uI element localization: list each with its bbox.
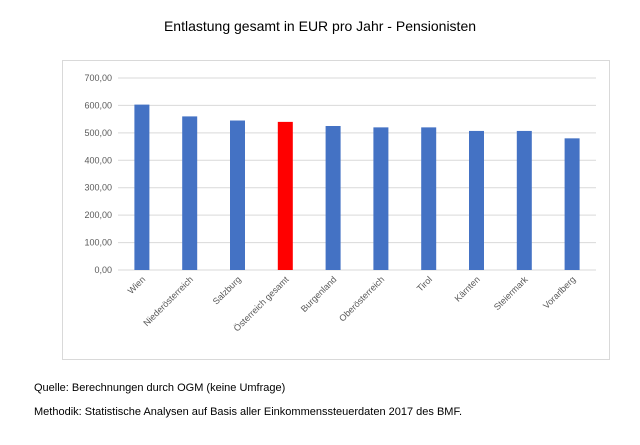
x-tick-label: Steiermark [492, 274, 530, 312]
bar-1 [134, 104, 150, 270]
y-tick-label: 500,00 [84, 128, 112, 138]
y-tick-label: 600,00 [84, 100, 112, 110]
y-tick-label: 100,00 [84, 238, 112, 248]
bar-3 [230, 120, 245, 270]
x-tick-label: Salzburg [211, 274, 243, 306]
bar-4 [277, 121, 293, 270]
x-tick-label: Vorarlberg [541, 274, 577, 310]
chart-frame [62, 60, 610, 360]
y-tick-label: 200,00 [84, 210, 112, 220]
y-tick-label: 400,00 [84, 155, 112, 165]
bar-10 [564, 138, 580, 270]
x-tick-label: Burgenland [299, 274, 339, 314]
chart-title: Entlastung gesamt in EUR pro Jahr - Pens… [163, 18, 477, 34]
bar-7 [421, 127, 437, 270]
bars [134, 104, 580, 271]
source-note: Quelle: Berechnungen durch OGM (keine Um… [34, 382, 286, 394]
x-tick-label: Oberösterreich [337, 274, 386, 323]
x-tick-label: Wien [126, 274, 148, 296]
y-tick-label: 700,00 [84, 73, 112, 83]
bar-5 [325, 126, 341, 270]
bar-2 [182, 116, 198, 271]
x-tick-label: Niederösterreich [141, 274, 195, 328]
method-note: Methodik: Statistische Analysen auf Basi… [34, 406, 463, 418]
y-axis-ticks: 0,00 100,00 200,00 300,00 400,00 500,00 600,00… [84, 73, 112, 275]
bar-8 [469, 130, 484, 270]
y-tick-label: 0,00 [94, 265, 112, 275]
y-tick-label: 300,00 [84, 183, 112, 193]
x-tick-label: Tirol [415, 274, 434, 293]
gridlines [118, 77, 596, 271]
x-tick-label: Kärnten [453, 274, 482, 303]
bar-9 [516, 130, 532, 270]
bar-6 [373, 127, 389, 270]
